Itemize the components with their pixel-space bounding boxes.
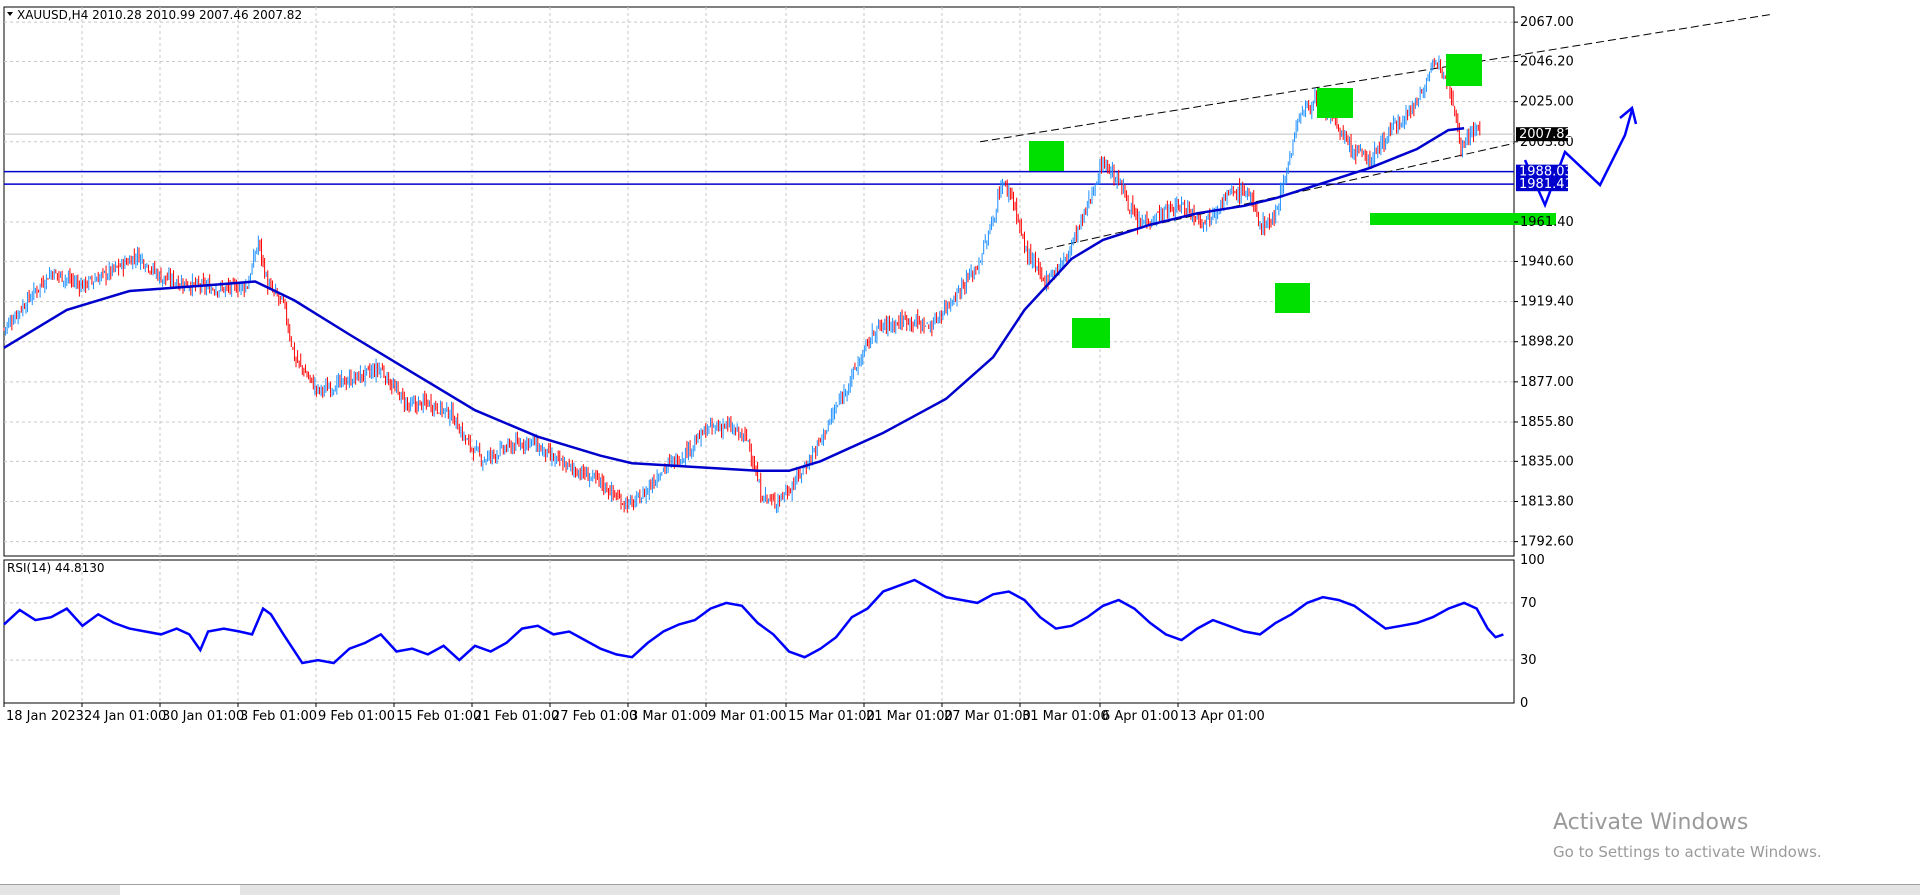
- y-tick-label: 1813.80: [1520, 494, 1574, 509]
- rsi-line: [3, 578, 1504, 665]
- highlight-box[interactable]: [1370, 213, 1556, 225]
- projection-path[interactable]: [1523, 109, 1634, 209]
- highlight-box[interactable]: [1446, 54, 1482, 86]
- x-tick-label: 24 Jan 01:00: [84, 709, 166, 724]
- watermark-line2: Go to Settings to activate Windows.: [1553, 843, 1822, 861]
- rsi-tick-label: 100: [1520, 553, 1545, 568]
- rsi-header: RSI(14) 44.8130: [7, 561, 105, 575]
- ma-line: [3, 126, 1465, 473]
- x-tick-label: 21 Feb 01:00: [474, 709, 559, 724]
- x-tick-label: 9 Mar 01:00: [708, 709, 787, 724]
- chart-tab[interactable]: [1808, 885, 1920, 895]
- highlight-box[interactable]: [1072, 318, 1110, 348]
- price-tag-box: [1516, 164, 1568, 179]
- highlight-box[interactable]: [1317, 88, 1353, 118]
- price-tag-label: 1988.03: [1519, 165, 1573, 180]
- horizontal-lines[interactable]: [4, 133, 1514, 185]
- highlight-box[interactable]: [1275, 283, 1310, 313]
- x-tick-label: 31 Mar 01:00: [1022, 709, 1109, 724]
- highlight-boxes[interactable]: [1029, 54, 1556, 348]
- y-tick-label: 1940.60: [1520, 254, 1574, 269]
- watermark-line1: Activate Windows: [1553, 810, 1748, 835]
- price-tag-box: [1516, 177, 1568, 192]
- rsi-path: [3, 578, 1504, 665]
- y-tick-label: 2046.20: [1520, 55, 1574, 70]
- x-tick-label: 15 Feb 01:00: [396, 709, 481, 724]
- y-tick-label: 1877.00: [1520, 375, 1574, 390]
- projection-arrow[interactable]: [1523, 105, 1638, 209]
- x-tick-label: 6 Apr 01:00: [1102, 709, 1179, 724]
- y-tick-label: 2067.00: [1520, 15, 1574, 30]
- rsi-tick-label: 30: [1520, 653, 1537, 668]
- price-tag-label: 1981.41: [1519, 177, 1573, 192]
- axes: 2067.002046.202025.002003.801961.401940.…: [3, 15, 1574, 724]
- x-tick-label: 30 Jan 01:00: [162, 709, 244, 724]
- y-tick-label: 1961.40: [1520, 215, 1574, 230]
- arrow-head: [1619, 105, 1638, 125]
- channel-upper[interactable]: [979, 14, 1771, 143]
- x-tick-label: 3 Mar 01:00: [630, 709, 709, 724]
- highlight-box[interactable]: [1029, 141, 1064, 171]
- y-tick-label: 1898.20: [1520, 335, 1574, 350]
- x-tick-label: 9 Feb 01:00: [318, 709, 395, 724]
- y-tick-label: 1792.60: [1520, 535, 1574, 550]
- x-tick-label: 21 Mar 01:00: [866, 709, 953, 724]
- rsi-tick-label: 70: [1520, 596, 1537, 611]
- x-tick-label: 3 Feb 01:00: [240, 709, 317, 724]
- y-tick-label: 1855.80: [1520, 415, 1574, 430]
- x-tick-label: 27 Mar 01:00: [944, 709, 1031, 724]
- symbol-header: XAUUSD,H4 2010.28 2010.99 2007.46 2007.8…: [17, 8, 302, 22]
- x-tick-label: 13 Apr 01:00: [1180, 709, 1265, 724]
- y-tick-label: 1919.40: [1520, 295, 1574, 310]
- price-tag-label: 2007.82: [1519, 127, 1573, 142]
- moving-average: [3, 126, 1465, 473]
- x-tick-label: 15 Mar 01:00: [788, 709, 875, 724]
- chart-tab-bar: [0, 884, 1920, 895]
- x-tick-label: 27 Feb 01:00: [552, 709, 637, 724]
- y-tick-label: 1835.00: [1520, 454, 1574, 469]
- price-tag-box: [1516, 127, 1568, 142]
- x-tick-label: 18 Jan 2023: [6, 709, 84, 724]
- rsi-pane[interactable]: [3, 559, 1515, 704]
- grid: [4, 7, 1514, 703]
- y-tick-label: 2025.00: [1520, 95, 1574, 110]
- rsi-tick-label: 0: [1520, 696, 1528, 711]
- dropdown-triangle-icon[interactable]: [7, 12, 13, 16]
- candles: [3, 55, 1481, 514]
